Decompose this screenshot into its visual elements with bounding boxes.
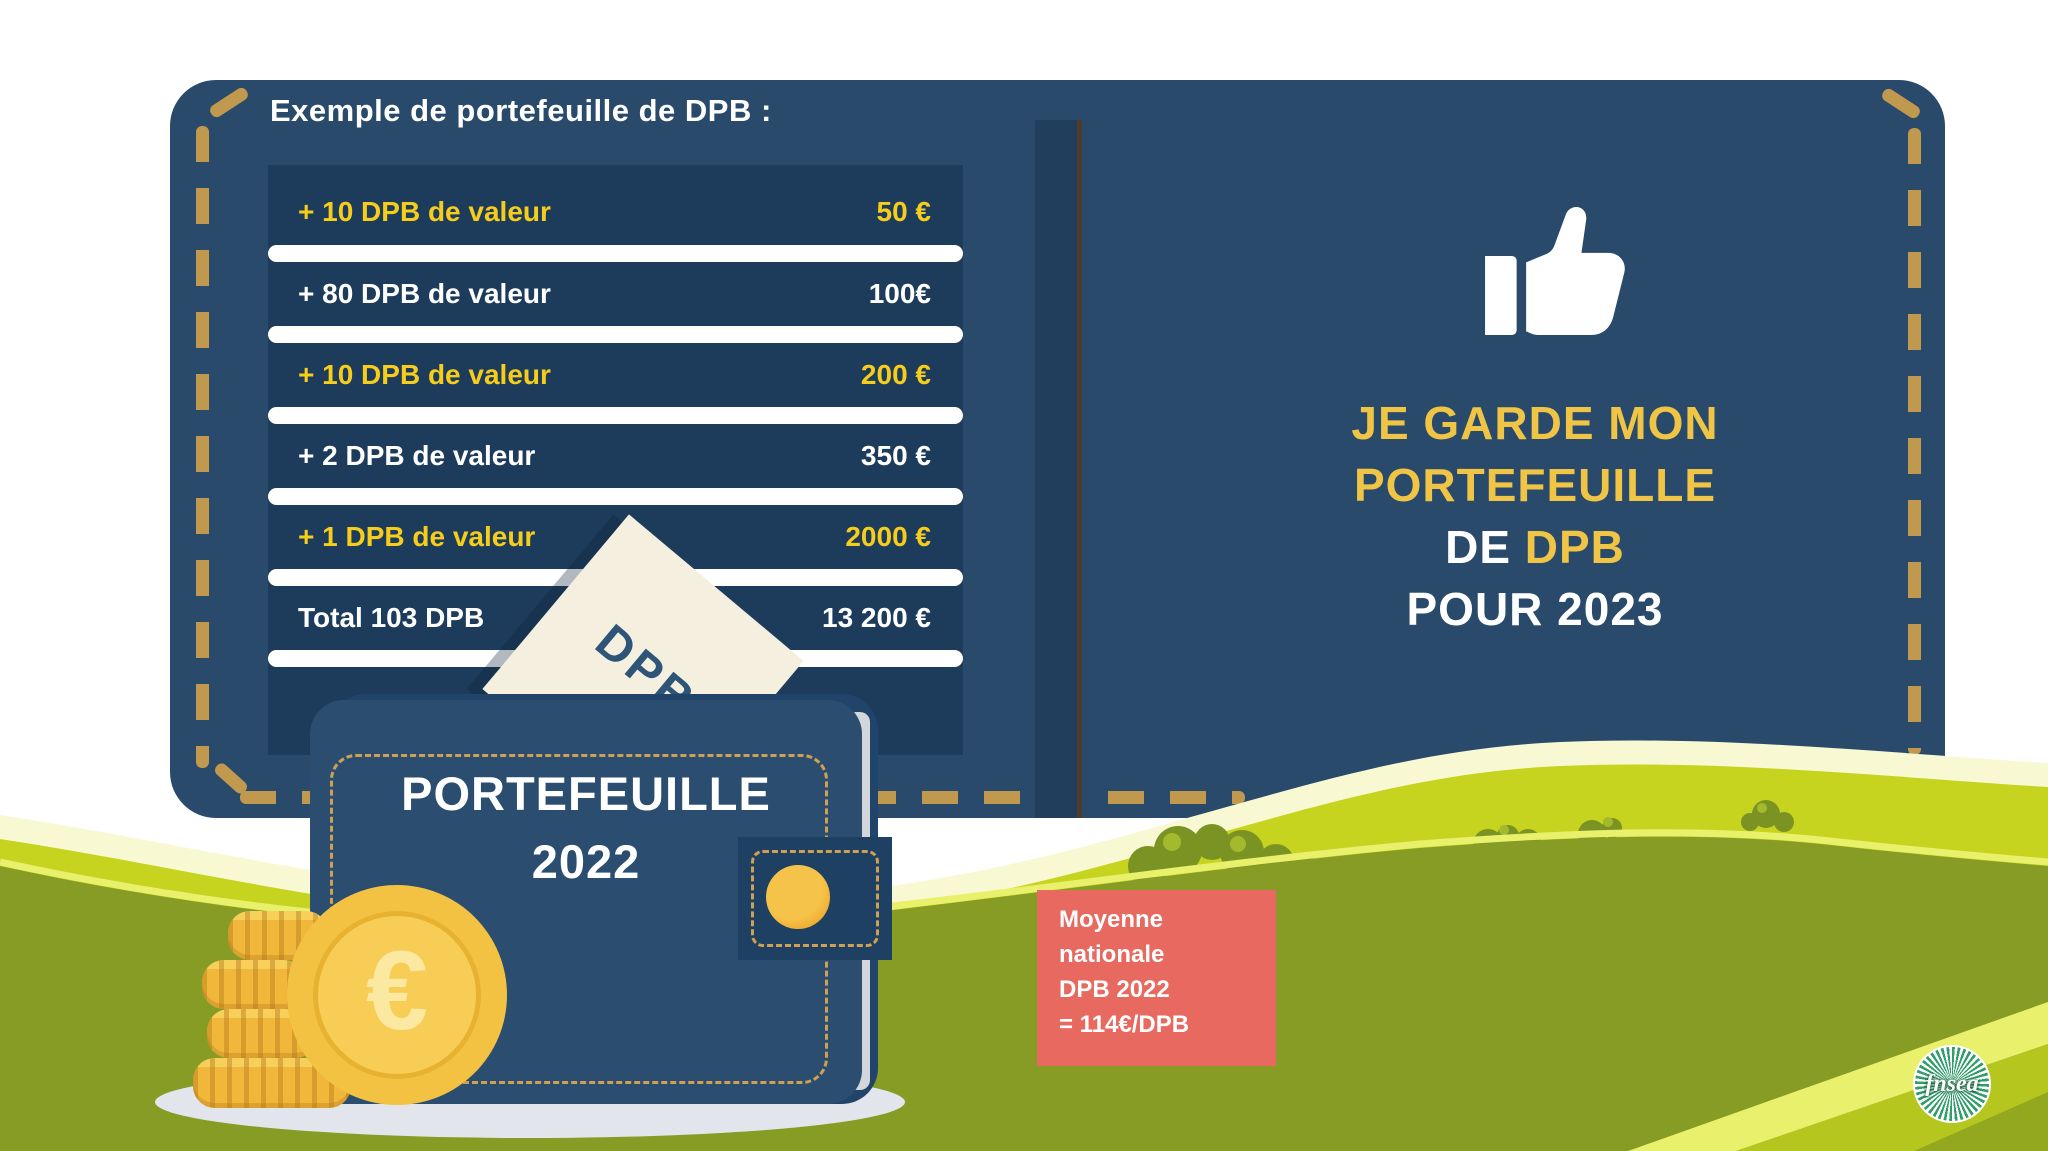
wallet-label-line2: 2022 (531, 835, 641, 888)
wallet-label-line1: PORTEFEUILLE (401, 767, 771, 820)
table-row: + 10 DPB de valeur 50 € (268, 165, 963, 245)
row-label: Total 103 DPB (298, 602, 485, 633)
stitch-right-icon (1908, 128, 1921, 755)
row-label: + 1 DPB de valeur (298, 521, 536, 552)
row-value: 200 € (860, 359, 931, 390)
euro-coin-face: € (313, 911, 481, 1079)
clasp-stitch-icon (751, 850, 879, 947)
thumbs-up-icon (1485, 207, 1625, 336)
message-line-1: JE GARDE MON (1351, 397, 1719, 449)
row-value: 100€ (868, 278, 931, 309)
national-average-note: Moyenne nationale DPB 2022 = 114€/DPB (1037, 890, 1276, 1066)
row-label: + 10 DPB de valeur (298, 196, 551, 227)
table-row-total: Total 103 DPB 13 200 € (268, 586, 963, 650)
message-line-3: DE DPB (1185, 516, 1885, 578)
row-separator (268, 326, 963, 343)
page-title: Exemple de portefeuille de DPB : (270, 93, 772, 128)
fnsea-logo: fnsea (1913, 1045, 1991, 1123)
wallet-fold (1035, 120, 1082, 818)
message-line-3-accent: DPB (1524, 521, 1625, 573)
path-band (1628, 1002, 2048, 1151)
row-separator (268, 407, 963, 424)
row-value: 2000 € (845, 521, 931, 552)
clasp-button-icon (766, 865, 830, 929)
stitch-left-icon (196, 126, 209, 768)
euro-sign: € (365, 928, 429, 1053)
corner-field-dark (1914, 1092, 2048, 1151)
table-row: + 80 DPB de valeur 100€ (268, 262, 963, 326)
row-label: + 10 DPB de valeur (298, 359, 551, 390)
fnsea-logo-text: fnsea (1925, 1070, 1979, 1097)
table-row: + 2 DPB de valeur 350 € (268, 424, 963, 488)
table-row: + 1 DPB de valeur 2000 € (268, 505, 963, 569)
message-line-2: PORTEFEUILLE (1353, 459, 1717, 511)
note-line-1: Moyenne (1059, 906, 1164, 933)
note-line-2: nationale (1059, 941, 1165, 968)
table-row: + 10 DPB de valeur 200 € (268, 343, 963, 407)
row-label: + 80 DPB de valeur (298, 278, 551, 309)
row-value: 50 € (876, 196, 932, 227)
message-line-3-prefix: DE (1445, 521, 1525, 573)
row-label: + 2 DPB de valeur (298, 440, 536, 471)
message-line-4: POUR 2023 (1406, 583, 1664, 635)
row-separator (268, 488, 963, 505)
row-value: 13 200 € (822, 602, 931, 633)
message-block: JE GARDE MON PORTEFEUILLE DE DPB POUR 20… (1185, 392, 1885, 640)
note-line-4: = 114€/DPB (1059, 1011, 1190, 1038)
row-separator (268, 245, 963, 262)
note-line-3: DPB 2022 (1059, 976, 1170, 1003)
row-value: 350 € (860, 440, 931, 471)
euro-coin-icon: € (287, 885, 507, 1105)
